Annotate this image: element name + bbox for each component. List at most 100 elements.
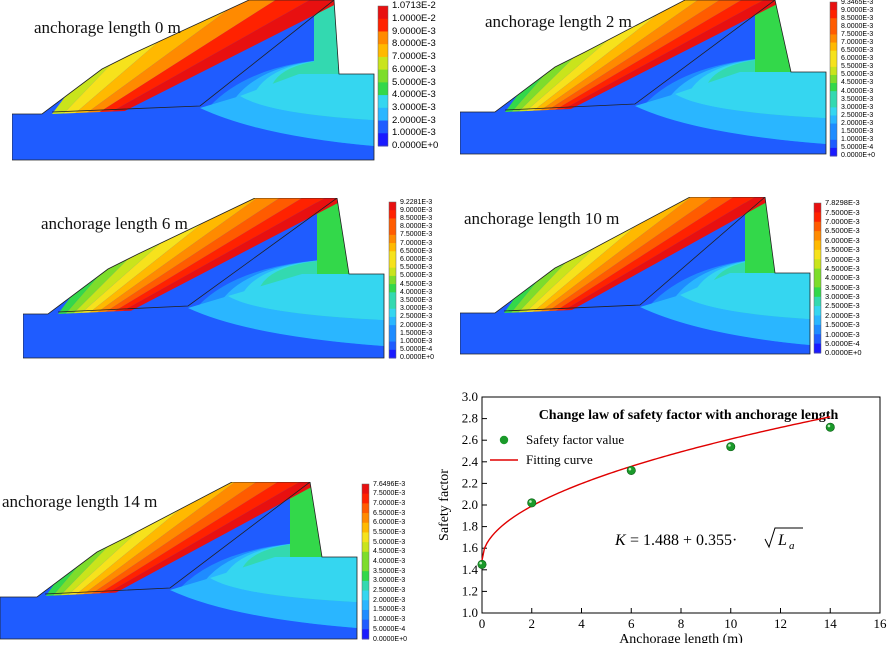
- equation-subscript: a: [789, 540, 795, 552]
- legend-swatch: [814, 268, 821, 279]
- x-tick-label: 0: [479, 616, 486, 631]
- legend-label: 1.0713E-2: [392, 0, 436, 12]
- data-point: [477, 559, 487, 569]
- legend-frame: [388, 201, 397, 359]
- legend-label: 6.0000E-3: [841, 55, 874, 63]
- legend-swatch: [389, 275, 396, 285]
- legend-point-label: Safety factor value: [526, 432, 624, 447]
- legend-label: 1.0000E-3: [400, 337, 433, 345]
- slope-outline: [460, 197, 811, 355]
- legend-label: 8.0000E-3: [400, 223, 433, 231]
- legend-swatch: [814, 203, 821, 213]
- legend-label: 2.0000E-3: [841, 119, 874, 127]
- x-tick-label: 10: [724, 616, 737, 631]
- contour-band: [188, 296, 384, 346]
- y-tick-label: 1.2: [462, 583, 478, 598]
- legend-label: 7.0000E-3: [392, 51, 436, 63]
- legend-label: 5.0000E-4: [373, 625, 406, 633]
- x-axis-label: Anchorage length (m): [619, 632, 743, 643]
- legend-swatch: [814, 343, 821, 354]
- legend-swatch: [814, 212, 821, 223]
- legend-swatch: [362, 561, 369, 572]
- legend-swatch: [389, 349, 396, 359]
- chart-canvas: 0 2 4 6 8 10 12 14 16 1.0 1.2 1.4 1.6 1.8 2.0 2.2 2.4 2.6…: [437, 389, 888, 647]
- legend-swatch: [830, 50, 837, 60]
- legend-label: 2.0000E-3: [373, 596, 406, 604]
- legend-swatch: [389, 210, 396, 219]
- contour-panel-0m: anchorage length 0 m 1.0713E-2 1.0000E-2 9…: [12, 0, 444, 165]
- legend-swatch: [830, 34, 837, 44]
- x-tick-label: 16: [874, 616, 888, 631]
- legend-label: 1.5000E-3: [825, 320, 860, 330]
- x-tick-label: 12: [774, 616, 787, 631]
- legend-swatch: [389, 300, 396, 310]
- x-tick-label: 6: [628, 616, 635, 631]
- legend-label: 5.0000E-3: [825, 254, 860, 264]
- legend-label: 4.5000E-3: [373, 548, 406, 556]
- legend-label: 6.0000E-3: [373, 519, 406, 527]
- slip-surface-line: [51, 0, 335, 113]
- y-tick-label: 1.0: [462, 605, 478, 620]
- legend-label: 6.5000E-3: [373, 509, 406, 517]
- legend-swatch: [389, 259, 396, 269]
- contour-band: [240, 74, 374, 120]
- legend-swatch: [362, 532, 369, 543]
- legend-swatch: [362, 542, 369, 553]
- legend-swatch: [830, 147, 837, 157]
- legend-label: 8.0000E-3: [841, 22, 874, 30]
- legend-swatch: [378, 6, 388, 20]
- data-point-highlight: [728, 444, 731, 447]
- legend-labels: 1.0713E-2 1.0000E-2 9.0000E-3 8.0000E-3 7.00…: [392, 1, 438, 151]
- legend-label: 6.5000E-3: [825, 226, 860, 236]
- legend-label: 0.0000E+0: [400, 354, 435, 362]
- legend-swatch: [378, 120, 388, 134]
- legend-label: 7.0000E-3: [841, 38, 874, 46]
- contour-band: [107, 0, 354, 114]
- legend-label: 1.0000E-2: [392, 12, 436, 24]
- legend-label: 7.0000E-3: [825, 217, 860, 226]
- legend-swatch: [362, 571, 369, 582]
- contour-band: [95, 198, 288, 314]
- legend-swatch: [830, 107, 837, 116]
- legend-label: 7.5000E-3: [373, 490, 406, 498]
- legend-label: 1.0000E-3: [373, 616, 406, 624]
- legend-swatch: [830, 91, 837, 100]
- legend-label: 6.0000E-3: [392, 63, 436, 75]
- legend-swatch: [362, 513, 369, 524]
- legend-label: 5.0000E-3: [841, 71, 874, 79]
- legend-swatch: [814, 278, 821, 288]
- legend-swatch: [378, 31, 388, 45]
- legend-label: 9.0000E-3: [400, 206, 433, 214]
- legend-swatch: [830, 58, 837, 68]
- contour-band: [109, 198, 334, 314]
- legend-label: 9.0000E-3: [392, 25, 436, 37]
- contour-plot: [460, 197, 822, 355]
- legend-label: 9.0000E-3: [841, 6, 874, 14]
- legend-label: 8.5000E-3: [841, 14, 874, 22]
- legend-label: 1.0000E-3: [825, 329, 860, 339]
- contour-band: [538, 0, 728, 112]
- legend-frame: [813, 202, 822, 354]
- legend-swatch: [830, 123, 837, 133]
- contour-panel-6m: anchorage length 6 m 9.2281E-3 9.0000E-3 8…: [23, 198, 455, 363]
- legend-label: 2.0000E-3: [825, 310, 860, 320]
- legend-swatch: [830, 66, 837, 76]
- contour-band: [290, 482, 357, 557]
- contour-band: [102, 198, 311, 314]
- legend-label: 7.8298E-3: [825, 198, 860, 208]
- contour-band: [200, 96, 374, 146]
- legend-swatch: [830, 42, 837, 52]
- legend-label: 2.0000E-3: [400, 321, 433, 329]
- legend-label: 3.0000E-3: [841, 103, 874, 111]
- legend-swatch: [362, 609, 369, 621]
- contour-band: [531, 197, 698, 313]
- legend-labels: 7.6496E-3 7.5000E-3 7.0000E-3 6.5000E-3 6.00…: [373, 481, 407, 643]
- y-tick-label: 2.8: [462, 411, 478, 426]
- stable-zone: [460, 106, 826, 154]
- legend-swatch: [830, 2, 837, 11]
- x-tick-label: 8: [678, 616, 685, 631]
- legend-label: 9.3465E-3: [841, 0, 874, 6]
- contour-band: [545, 197, 742, 313]
- legend-swatch: [378, 18, 388, 32]
- slope-outline: [23, 198, 385, 359]
